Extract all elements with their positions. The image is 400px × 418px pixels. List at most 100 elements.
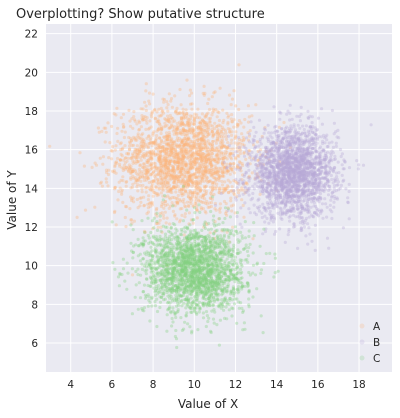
point-a [99,180,103,184]
point-a [144,164,148,168]
point-b [298,126,302,130]
point-a [138,170,142,174]
point-a [228,129,232,134]
point-a [194,152,198,156]
point-a [176,125,180,129]
point-a [159,149,163,153]
point-a [151,194,155,198]
point-b [347,189,351,194]
point-a [108,141,112,145]
point-a [128,124,133,128]
point-a [177,161,181,165]
point-a [210,95,214,99]
point-a [218,206,222,210]
point-b [304,166,308,170]
point-a [109,149,113,153]
point-a [146,206,150,210]
point-a [222,144,227,148]
point-a [131,143,136,147]
point-b [301,174,305,178]
point-a [218,186,222,190]
point-a [128,141,132,145]
point-a [224,145,228,149]
point-a [152,130,156,134]
point-a [131,182,135,186]
point-a [210,180,215,184]
point-a [172,140,177,144]
point-a [133,118,137,122]
point-b [235,214,239,219]
point-a [227,240,231,244]
point-a [113,185,117,189]
point-a [186,137,191,141]
point-a [150,164,154,168]
point-a [220,128,224,132]
point-a [220,138,225,142]
point-a [155,173,160,177]
point-a [162,216,166,220]
point-b [272,232,277,236]
point-b [307,180,311,184]
point-a [208,152,212,156]
point-a [190,153,194,157]
point-a [182,130,186,134]
point-a [177,157,181,161]
point-a [180,148,184,152]
point-c [181,219,185,223]
point-b [341,226,345,230]
point-b [303,134,307,138]
point-a [183,162,187,167]
point-a [199,175,203,179]
point-a [177,156,181,160]
point-a [159,166,164,170]
point-a [168,159,172,163]
point-a [209,164,213,168]
point-a [182,159,186,163]
point-a [185,113,189,117]
point-b [299,210,303,214]
point-a [241,135,245,139]
point-a [175,133,179,137]
point-a [244,157,248,161]
point-a [171,140,175,144]
point-a [244,181,248,185]
point-a [214,166,218,170]
point-b [281,186,285,190]
point-a [176,166,180,171]
point-a [160,177,164,181]
point-a [188,144,192,148]
point-a [192,128,196,132]
point-b [344,187,348,191]
point-a [118,158,122,162]
point-a [113,161,117,165]
point-a [138,120,142,125]
point-a [209,148,213,152]
point-a [194,182,198,186]
point-b [222,160,226,165]
point-a [220,179,224,184]
point-a [156,166,160,170]
point-c [206,319,210,324]
point-b [310,239,314,243]
point-b [251,139,255,143]
point-a [149,161,154,165]
point-a [153,116,158,120]
point-a [126,151,130,155]
point-a [199,171,203,175]
point-a [177,120,182,124]
point-a [193,199,198,203]
point-a [186,171,190,175]
point-a [167,92,171,96]
point-a [179,157,183,161]
point-a [191,143,195,147]
point-a [136,183,140,187]
point-a [211,124,215,128]
point-b [255,205,259,209]
point-c [130,312,134,316]
point-a [133,147,137,151]
point-a [104,168,109,172]
point-a [205,121,209,125]
point-a [204,175,209,179]
point-a [187,204,191,208]
point-a [229,152,233,156]
